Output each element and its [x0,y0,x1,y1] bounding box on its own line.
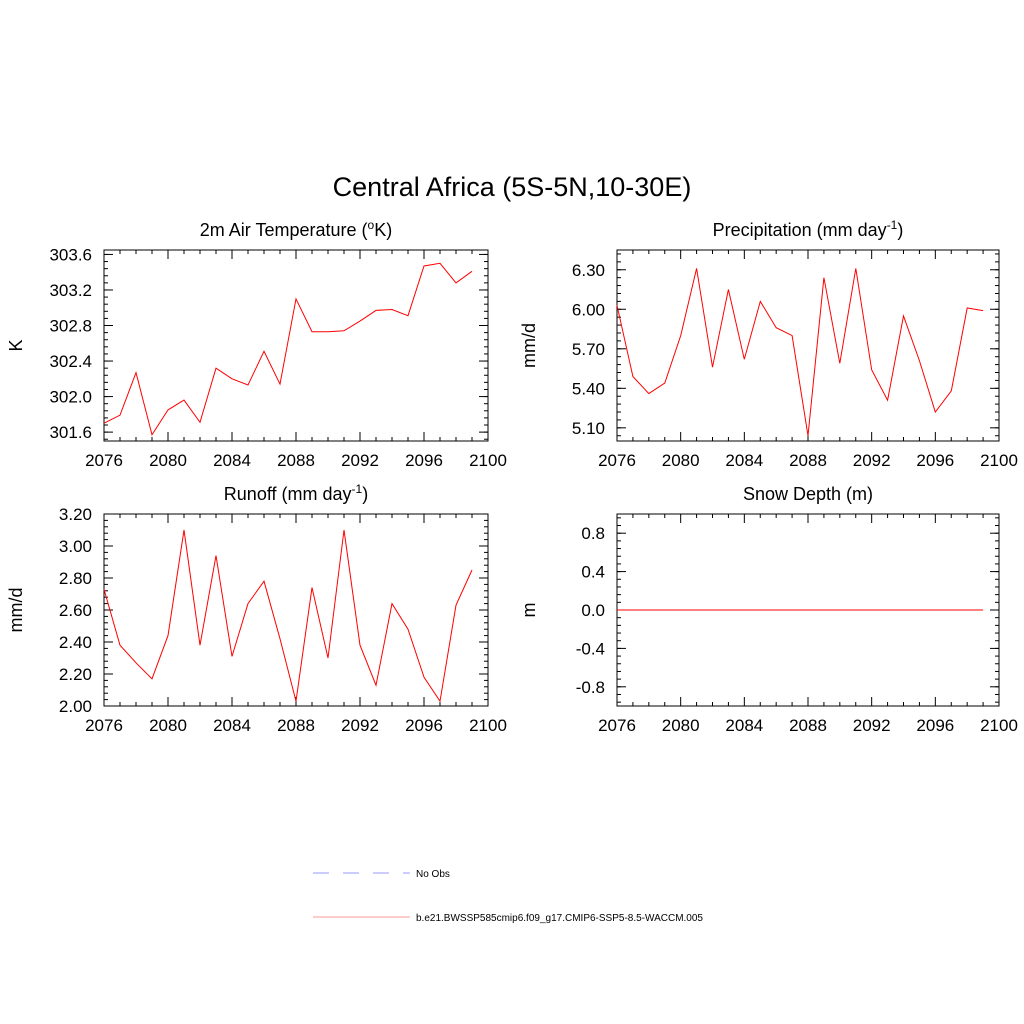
y-tick-label-air-temperature: 303.2 [49,281,92,300]
y-tick-label-precipitation: 6.30 [572,261,605,280]
chart-panel-runoff: Runoff (mm day-1) mm/d 2076 2080 2084 2088 209… [6,482,507,735]
x-tick-label-runoff: 2100 [469,716,507,735]
y-tick-label-snow-depth: -0.8 [576,678,605,697]
y-tick-label-runoff: 2.20 [59,665,92,684]
y-tick-label-runoff: 2.80 [59,569,92,588]
y-tick-label-snow-depth: 0.8 [581,524,605,543]
y-tick-label-runoff: 2.60 [59,601,92,620]
y-tick-label-air-temperature: 303.6 [49,245,92,264]
plot-frame-precipitation [616,249,1000,442]
y-tick-label-runoff: 2.40 [59,633,92,652]
x-tick-label-air-temperature: 2088 [277,451,315,470]
panel-title-precipitation: Precipitation (mm day-1) [713,218,904,240]
x-tick-label-runoff: 2084 [213,716,251,735]
x-tick-label-runoff: 2096 [405,716,443,735]
x-tick-label-precipitation: 2080 [662,451,700,470]
x-tick-label-precipitation: 2084 [725,451,763,470]
y-tick-label-runoff: 3.00 [59,537,92,556]
panel-title-snow-depth: Snow Depth (m) [743,484,873,504]
plot-frame-air-temperature [103,249,489,442]
x-tick-label-air-temperature: 2092 [341,451,379,470]
panel-title-runoff: Runoff (mm day-1) [224,482,368,504]
y-tick-label-runoff: 3.20 [59,505,92,524]
x-tick-label-runoff: 2080 [149,716,187,735]
x-tick-label-precipitation: 2088 [789,451,827,470]
x-tick-label-snow-depth: 2100 [980,716,1018,735]
y-tick-label-precipitation: 5.70 [572,340,605,359]
y-axis-label-snow-depth: m [519,603,539,618]
y-tick-label-snow-depth: 0.0 [581,601,605,620]
y-tick-label-precipitation: 5.40 [572,379,605,398]
x-tick-label-snow-depth: 2088 [789,716,827,735]
x-tick-label-runoff: 2088 [277,716,315,735]
x-tick-label-air-temperature: 2100 [469,451,507,470]
series-line-precipitation [616,268,984,436]
y-tick-label-air-temperature: 301.6 [49,423,92,442]
x-tick-label-snow-depth: 2096 [916,716,954,735]
panels: 2m Air Temperature (oK) K 2076 2080 2084 2088… [6,218,1018,735]
y-tick-label-air-temperature: 302.4 [49,352,92,371]
chart-panel-air-temperature: 2m Air Temperature (oK) K 2076 2080 2084 2088… [6,218,507,470]
x-tick-label-precipitation: 2092 [853,451,891,470]
x-tick-label-air-temperature: 2096 [405,451,443,470]
figure-title: Central Africa (5S-5N,10-30E) [333,172,692,202]
plot-frame-runoff [103,513,489,707]
x-tick-label-precipitation: 2076 [598,451,636,470]
x-tick-label-snow-depth: 2092 [853,716,891,735]
panel-title-air-temperature: 2m Air Temperature (oK) [200,218,392,240]
y-tick-label-snow-depth: 0.4 [581,563,605,582]
x-tick-label-snow-depth: 2084 [725,716,763,735]
y-tick-label-snow-depth: -0.4 [576,639,605,658]
legend-label-model: b.e21.BWSSP585cmip6.f09_g17.CMIP6-SSP5-8… [416,913,703,924]
y-tick-label-air-temperature: 302.0 [49,388,92,407]
x-tick-label-snow-depth: 2080 [662,716,700,735]
y-tick-label-precipitation: 6.00 [572,300,605,319]
y-axis-label-precipitation: mm/d [519,323,539,368]
series-line-runoff [103,529,473,703]
y-tick-label-air-temperature: 302.8 [49,317,92,336]
x-tick-label-precipitation: 2100 [980,451,1018,470]
chart-panel-snow-depth: Snow Depth (m) m 2076 2080 2084 2088 2092 2096 2… [519,484,1018,735]
y-axis-label-runoff: mm/d [6,588,26,633]
legend-label-no-obs: No Obs [416,869,450,880]
x-tick-label-air-temperature: 2080 [149,451,187,470]
series-line-air-temperature [103,262,473,437]
y-axis-label-air-temperature: K [6,339,26,351]
legend: No Obs b.e21.BWSSP585cmip6.f09_g17.CMIP6… [313,869,703,924]
x-tick-label-air-temperature: 2076 [85,451,123,470]
x-tick-label-air-temperature: 2084 [213,451,251,470]
y-tick-label-runoff: 2.00 [59,697,92,716]
x-tick-label-runoff: 2076 [85,716,123,735]
x-tick-label-snow-depth: 2076 [598,716,636,735]
chart-panel-precipitation: Precipitation (mm day-1) mm/d 2076 2080 2084… [519,218,1018,470]
x-tick-label-runoff: 2092 [341,716,379,735]
y-tick-label-precipitation: 5.10 [572,419,605,438]
x-tick-label-precipitation: 2096 [916,451,954,470]
